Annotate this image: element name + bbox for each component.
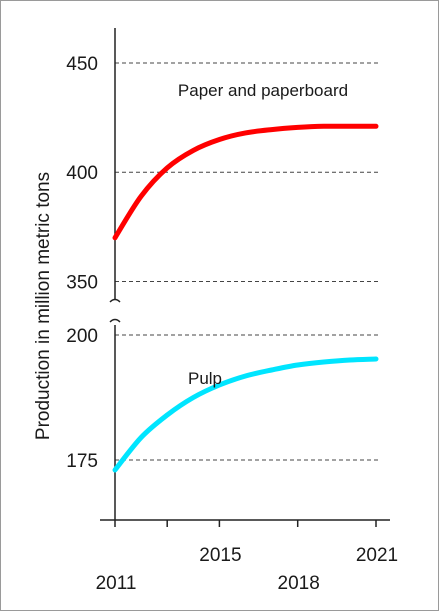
series-label-paper-and-paperboard: Paper and paperboard (178, 81, 348, 100)
series-line-paper-and-paperboard (112, 123, 379, 241)
series-layer (112, 123, 379, 473)
series-label-pulp: Pulp (188, 369, 222, 388)
series-line-pulp (112, 356, 379, 473)
axis-break-mark-top (109, 298, 121, 303)
y-tick-label-200: 200 (66, 326, 98, 347)
y-tick-label-400: 400 (66, 163, 98, 184)
y-tick-label-350: 350 (66, 273, 98, 294)
axis-layer (100, 28, 390, 527)
y-tick-label-450: 450 (66, 54, 98, 75)
x-tick-label-2018: 2018 (278, 573, 320, 594)
y-axis-title: Production in million metric tons (33, 172, 54, 440)
axis-break-mark-bottom (109, 318, 121, 323)
x-tick-label-2011: 2011 (96, 573, 137, 594)
label-layer: 350 400 450 Paper and paperboard 175 200 Pulp 2… (66, 54, 398, 594)
x-tick-label-2015: 2015 (199, 545, 241, 566)
y-tick-label-175: 175 (66, 451, 98, 472)
x-tick-label-2021: 2021 (356, 545, 398, 566)
